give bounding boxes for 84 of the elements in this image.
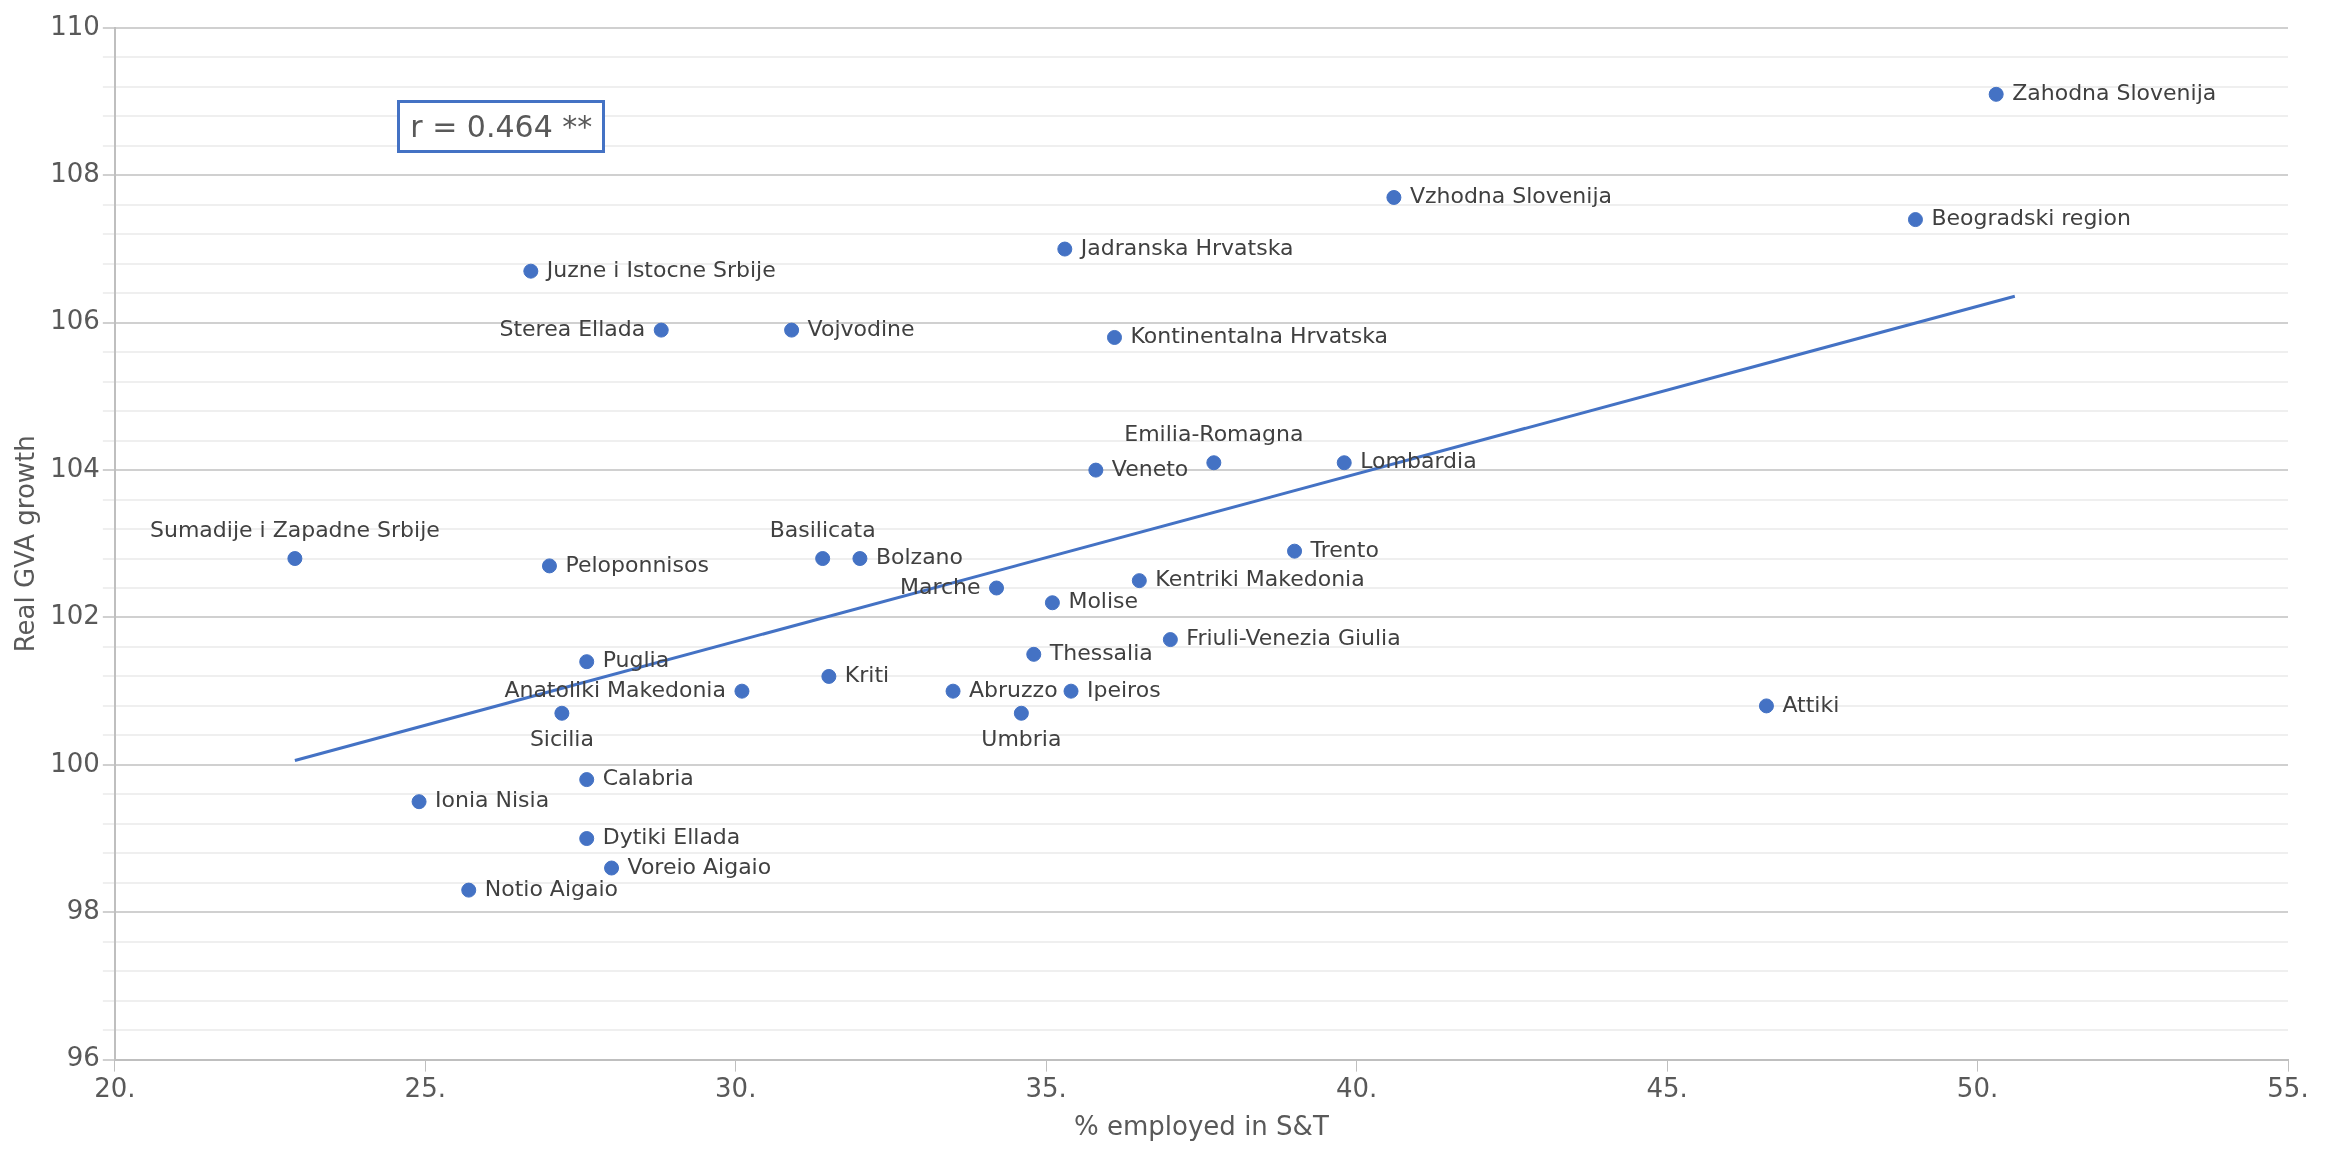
annotation: Calabria [602,765,694,791]
annotation: Sicilia [529,726,594,751]
annotation: Bolzano [875,544,964,570]
annotation: Abruzzo [969,676,1058,702]
annotation: Juzne i Istocne Srbije [544,256,776,282]
point [579,831,595,847]
point [1907,212,1923,228]
point [989,580,1005,596]
point [1336,455,1352,471]
point [1206,455,1222,471]
y-tick-label: 110 [50,10,100,41]
point [1013,705,1029,721]
annotation: Friuli-Venezia Giulia [1186,625,1401,651]
point [523,263,539,279]
point [1044,595,1060,611]
point [1088,462,1104,478]
x-tick-label: 20. [94,1072,136,1103]
annotation: Zahodna Slovenija [2012,80,2217,106]
point [653,322,669,338]
x-axis-title: % employed in S&T [1074,1111,1329,1142]
annotation: r = 0.464 ** [397,100,606,154]
x-tick-label: 30. [715,1072,757,1103]
annotation: Sterea Ellada [499,315,646,341]
annotation: Kentriki Makedonia [1155,566,1365,592]
point [1162,632,1178,648]
point [461,882,477,898]
annotation: Molise [1068,588,1139,614]
point [945,683,961,699]
x-tick-label: 45. [1646,1072,1688,1103]
point [1026,646,1042,662]
point [411,794,427,810]
y-tick-label: 98 [66,894,100,925]
y-tick-label: 108 [50,158,100,189]
point [1287,543,1303,559]
annotation: Peloponnisos [565,551,709,577]
point [784,322,800,338]
annotation: Puglia [602,647,670,673]
annotation: Vzhodna Slovenija [1409,183,1613,209]
annotation: Dytiki Ellada [602,824,741,850]
annotation: Ionia Nisia [435,787,550,813]
y-tick-label: 102 [50,600,100,631]
point [1131,573,1147,589]
point [604,860,620,876]
x-tick-label: 50. [1956,1072,1999,1103]
point [554,705,570,721]
point [852,551,868,567]
annotation: Trento [1309,536,1379,562]
annotation: Beogradski region [1931,205,2131,231]
annotation: Veneto [1111,455,1189,481]
point [1063,683,1079,699]
annotation: Jadranska Hrvatska [1078,234,1294,260]
annotation: Umbria [981,726,1062,751]
annotation: Voreio Aigaio [627,853,772,879]
x-tick-label: 35. [1025,1072,1067,1103]
point [734,683,750,699]
annotation: Attiki [1782,691,1840,717]
point [287,551,303,567]
x-tick-label: 40. [1335,1072,1378,1103]
annotation: Thessalia [1048,640,1153,666]
y-axis-title: Real GVA growth [10,435,41,653]
annotation: Kontinentalna Hrvatska [1130,323,1389,349]
point [1758,698,1774,714]
point [821,668,837,684]
annotation: Sumadije i Zapadne Srbije [149,517,440,543]
annotation: Emilia-Romagna [1124,421,1304,447]
point [1988,86,2004,102]
point [1386,189,1402,205]
point [579,654,595,670]
point [1057,241,1073,257]
y-tick-label: 96 [66,1042,100,1073]
point [1106,329,1122,345]
x-tick-label: 25. [404,1072,446,1103]
x-tick-label: 55. [2267,1072,2309,1103]
y-tick-label: 106 [50,305,100,336]
y-tick-label: 104 [50,452,100,483]
annotation: Notio Aigaio [484,875,619,901]
annotation: Ipeiros [1087,676,1161,702]
point [579,772,595,788]
point [541,558,557,574]
annotation: Kriti [844,662,890,688]
y-tick-label: 100 [50,747,100,778]
annotation: Basilicata [769,517,876,543]
annotation: Vojvodine [807,315,915,341]
point [815,551,831,567]
